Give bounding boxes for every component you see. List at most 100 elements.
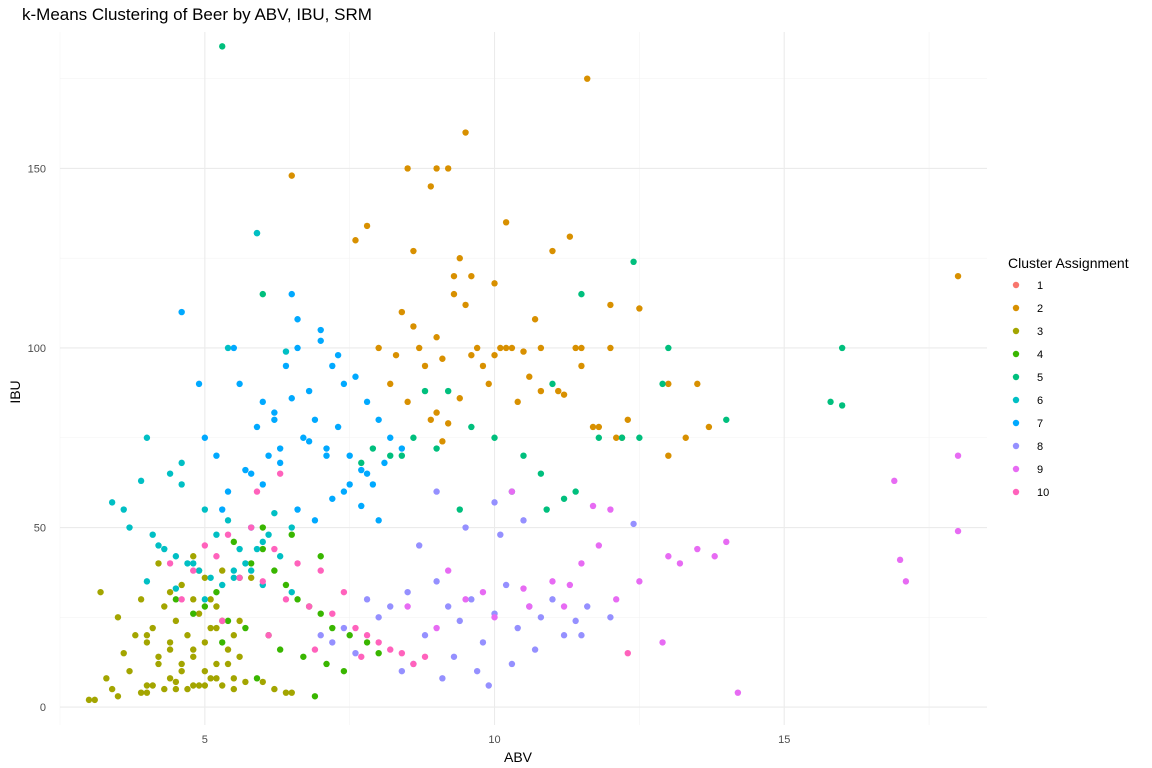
data-point	[410, 323, 417, 330]
data-point	[363, 222, 371, 230]
data-point	[224, 646, 232, 653]
data-point	[276, 459, 284, 467]
legend-key	[1012, 396, 1020, 404]
y-tick-label: 100	[28, 343, 46, 355]
data-point	[294, 506, 301, 513]
data-point	[190, 682, 197, 689]
data-point	[137, 477, 145, 485]
data-point	[190, 560, 197, 567]
legend-label: 2	[1037, 303, 1043, 315]
data-point	[201, 574, 209, 581]
data-point	[247, 470, 255, 477]
data-point	[444, 165, 452, 172]
data-point	[201, 506, 209, 513]
data-point	[178, 308, 185, 316]
data-point	[300, 653, 307, 660]
data-point	[479, 588, 487, 596]
data-point	[323, 445, 330, 452]
data-point	[468, 272, 475, 280]
data-point	[178, 459, 185, 467]
data-point	[624, 416, 631, 423]
data-point	[190, 646, 197, 653]
legend-label: 10	[1037, 487, 1049, 499]
data-point	[126, 524, 133, 531]
data-point	[479, 362, 487, 370]
legend-title: Cluster Assignment	[1008, 255, 1129, 271]
data-point	[282, 689, 290, 696]
data-point	[259, 398, 266, 406]
data-point	[630, 520, 637, 528]
legend-label: 3	[1037, 326, 1043, 338]
data-point	[340, 588, 348, 596]
data-point	[195, 682, 203, 689]
data-point	[607, 344, 614, 352]
data-point	[369, 481, 377, 488]
data-point	[560, 495, 568, 502]
data-point	[398, 667, 406, 675]
data-point	[549, 578, 556, 585]
data-point	[392, 351, 400, 359]
data-point	[259, 678, 266, 686]
data-point	[358, 466, 365, 474]
data-point	[578, 632, 585, 639]
data-point	[375, 639, 382, 646]
data-point	[265, 452, 272, 459]
x-axis-title: ABV	[504, 749, 533, 765]
data-point	[166, 470, 174, 477]
data-point	[491, 434, 498, 441]
data-point	[589, 423, 597, 431]
data-point	[329, 610, 336, 617]
data-point	[207, 624, 214, 632]
data-point	[317, 610, 324, 617]
data-point	[219, 506, 226, 513]
data-point	[607, 301, 614, 309]
data-point	[317, 326, 324, 334]
data-point	[838, 344, 846, 352]
data-point	[253, 423, 261, 431]
data-point	[954, 452, 962, 459]
data-point	[665, 553, 672, 560]
series-8	[317, 488, 637, 689]
data-point	[340, 488, 348, 495]
data-point	[236, 574, 243, 581]
data-point	[520, 452, 527, 459]
legend-key	[1012, 488, 1020, 496]
data-point	[363, 398, 371, 406]
data-point	[578, 362, 585, 370]
data-point	[624, 649, 631, 657]
data-point	[358, 653, 365, 660]
data-point	[230, 567, 238, 574]
data-point	[636, 578, 643, 585]
data-point	[502, 581, 510, 589]
data-point	[85, 696, 93, 704]
data-point	[665, 344, 672, 352]
data-point	[520, 585, 527, 592]
data-point	[387, 380, 394, 388]
data-point	[595, 423, 603, 431]
data-point	[213, 603, 220, 610]
data-point	[363, 639, 371, 646]
data-point	[137, 596, 145, 603]
data-point	[444, 420, 452, 427]
data-point	[433, 578, 440, 585]
x-tick-label: 10	[488, 734, 500, 746]
data-point	[444, 567, 452, 574]
data-point	[213, 624, 220, 632]
data-point	[427, 416, 434, 423]
data-point	[172, 585, 180, 592]
data-point	[682, 434, 689, 441]
data-point	[155, 560, 162, 567]
data-point	[665, 452, 672, 459]
data-point	[433, 334, 440, 341]
data-point	[161, 603, 168, 610]
data-point	[404, 588, 411, 596]
data-point	[242, 624, 249, 632]
data-point	[201, 603, 209, 610]
data-point	[143, 689, 151, 696]
data-point	[161, 545, 168, 553]
data-point	[607, 506, 614, 513]
data-point	[247, 574, 255, 581]
data-point	[311, 517, 319, 524]
data-point	[595, 434, 603, 441]
data-point	[224, 488, 232, 495]
